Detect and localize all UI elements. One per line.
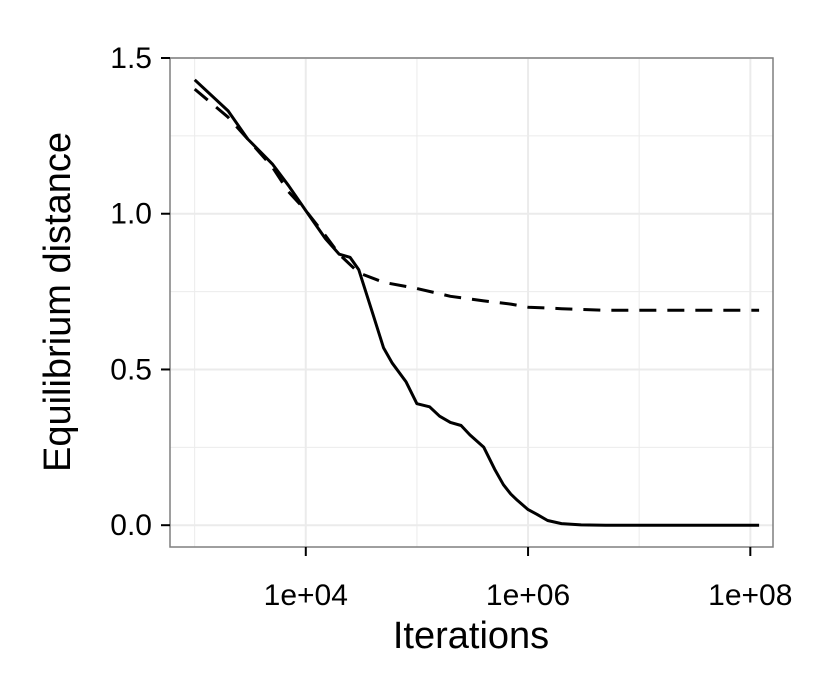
y-tick-label: 1.5 — [110, 42, 152, 75]
grid-layer — [170, 57, 773, 547]
y-tick-label: 0.0 — [110, 509, 152, 542]
axis-layer: 0.0 0.5 1.0 1.5 1e+04 1e+06 1e+08 — [110, 42, 792, 612]
y-tick-label: 0.5 — [110, 353, 152, 386]
x-axis-title: Iterations — [393, 615, 549, 657]
dashed-series-line — [193, 87, 760, 312]
x-tick-label: 1e+08 — [708, 579, 792, 612]
y-axis-title: Equilibrium distance — [37, 132, 79, 472]
series-layer — [193, 78, 760, 527]
plot-panel-border — [169, 57, 774, 548]
solid-series-line — [193, 78, 760, 527]
y-tick-label: 1.0 — [110, 198, 152, 231]
x-tick-label: 1e+04 — [264, 579, 348, 612]
x-tick-label: 1e+06 — [486, 579, 570, 612]
